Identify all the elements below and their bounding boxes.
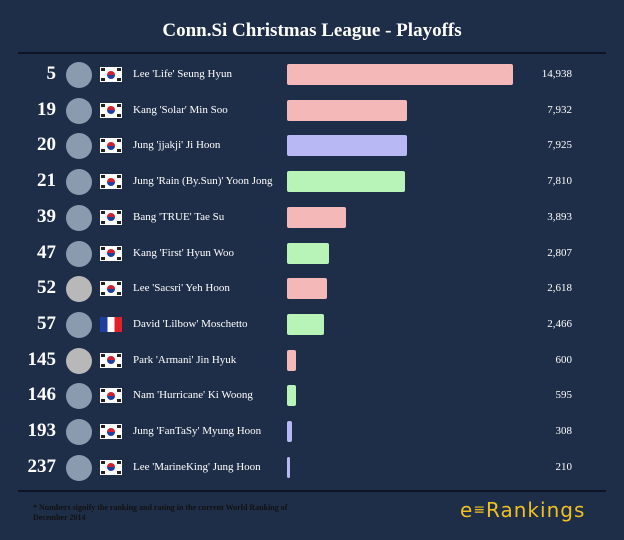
player-name: Lee 'Sacsri' Yeh Hoon [133,282,230,295]
rating-bar [287,206,346,228]
korea-flag-icon [100,459,122,475]
player-name: Kang 'First' Hyun Woo [133,246,234,259]
korea-flag-icon [100,67,122,82]
chart-row: 20 Jung 'jjakji' Ji Hoon 7,925 [0,131,624,161]
rating-bar [287,278,327,300]
chart-title: Conn.Si Christmas League - Playoffs [162,20,462,41]
player-name: Jung 'jjakji' Ji Hoon [133,139,221,152]
rank-label: 145 [27,348,57,370]
player-name: David 'Lilbow' Moschetto [133,317,248,330]
rating-value: 2,618 [547,282,572,295]
france-flag-icon [100,316,122,332]
player-avatar [66,240,92,267]
player-avatar [66,276,92,303]
footnote: * Numbers signify the ranking and rating… [33,503,288,522]
chart-row: 146 Nam 'Hurricane' Ki Woong 595 [0,381,624,411]
rank-label: 52 [37,277,56,299]
rating-bar [287,242,330,264]
rank-label: 21 [37,170,56,192]
rank-label: 193 [27,420,57,441]
rating-value: 7,932 [547,103,572,116]
top-divider [18,52,606,54]
rating-value: 3,893 [547,210,572,223]
chart-row: 21 Jung 'Rain (By.Sun)' Yoon Jong 7,810 [0,167,624,197]
player-avatar [66,133,92,160]
korea-flag-icon [100,281,122,297]
rating-value: 7,810 [547,175,572,188]
rank-label: 146 [27,384,57,406]
chart-row: 193 Jung 'FanTaSy' Myung Hoon 308 [0,417,624,447]
player-avatar [66,204,92,231]
rating-value: 600 [555,353,573,366]
rating-bar [287,313,325,335]
rank-label: 47 [37,241,56,263]
player-avatar [66,347,92,374]
chart-row: 47 Kang 'First' Hyun Woo 2,807 [0,239,624,269]
rank-label: 20 [37,134,56,156]
player-name: Nam 'Hurricane' Ki Woong [133,389,253,402]
rating-bar [287,99,407,121]
rating-value: 308 [555,425,573,437]
chart-row: 39 Bang 'TRUE' Tae Su 3,893 [0,203,624,233]
korea-flag-icon [100,352,122,368]
player-name: Jung 'FanTaSy' Myung Hoon [133,425,262,437]
korea-flag-icon [100,174,122,190]
player-avatar [66,383,92,410]
player-name: Lee 'MarineKing' Jung Hoon [133,460,261,473]
korea-flag-icon [100,245,122,261]
rating-bar [287,171,406,193]
rating-bar [287,456,291,478]
chart-row: 52 Lee 'Sacsri' Yeh Hoon 2,618 [0,274,624,304]
player-avatar [66,454,92,481]
korea-flag-icon [100,424,122,439]
player-avatar [66,62,92,88]
chart-row: 57 David 'Lilbow' Moschetto 2,466 [0,310,624,340]
rating-bar [287,349,297,371]
player-avatar [66,419,92,445]
player-name: Park 'Armani' Jin Hyuk [133,353,237,366]
rank-label: 39 [37,205,56,227]
rating-bar [287,421,292,442]
rating-value: 7,925 [547,139,572,152]
rank-label: 237 [27,455,57,477]
rating-bar [287,64,513,85]
korea-flag-icon [100,209,122,225]
player-avatar [66,311,92,338]
rating-value: 2,807 [547,246,572,259]
chart-row: 19 Kang 'Solar' Min Soo 7,932 [0,96,624,126]
rank-label: 5 [46,63,57,84]
chart-row: 145 Park 'Armani' Jin Hyuk 600 [0,346,624,376]
chart-row: 237 Lee 'MarineKing' Jung Hoon 210 [0,453,624,483]
player-avatar [66,97,92,124]
rating-bar [287,385,296,407]
chart-row: 5 Lee 'Life' Seung Hyun 14,938 [0,60,624,90]
player-name: Bang 'TRUE' Tae Su [133,210,225,223]
rating-value: 14,938 [541,68,572,80]
korea-flag-icon [100,138,122,154]
rating-value: 2,466 [547,317,572,330]
korea-flag-icon [100,102,122,118]
player-avatar [66,169,92,196]
rank-label: 57 [37,312,56,334]
player-name: Lee 'Life' Seung Hyun [133,68,232,80]
player-name: Kang 'Solar' Min Soo [133,103,228,116]
rating-value: 210 [555,460,573,473]
erankings-logo: e≡Rankings [460,498,586,522]
rating-value: 595 [555,389,573,402]
rank-label: 19 [37,98,56,120]
player-name: Jung 'Rain (By.Sun)' Yoon Jong [133,175,273,188]
korea-flag-icon [100,388,122,404]
bottom-divider [18,490,606,492]
rating-bar [287,135,407,157]
